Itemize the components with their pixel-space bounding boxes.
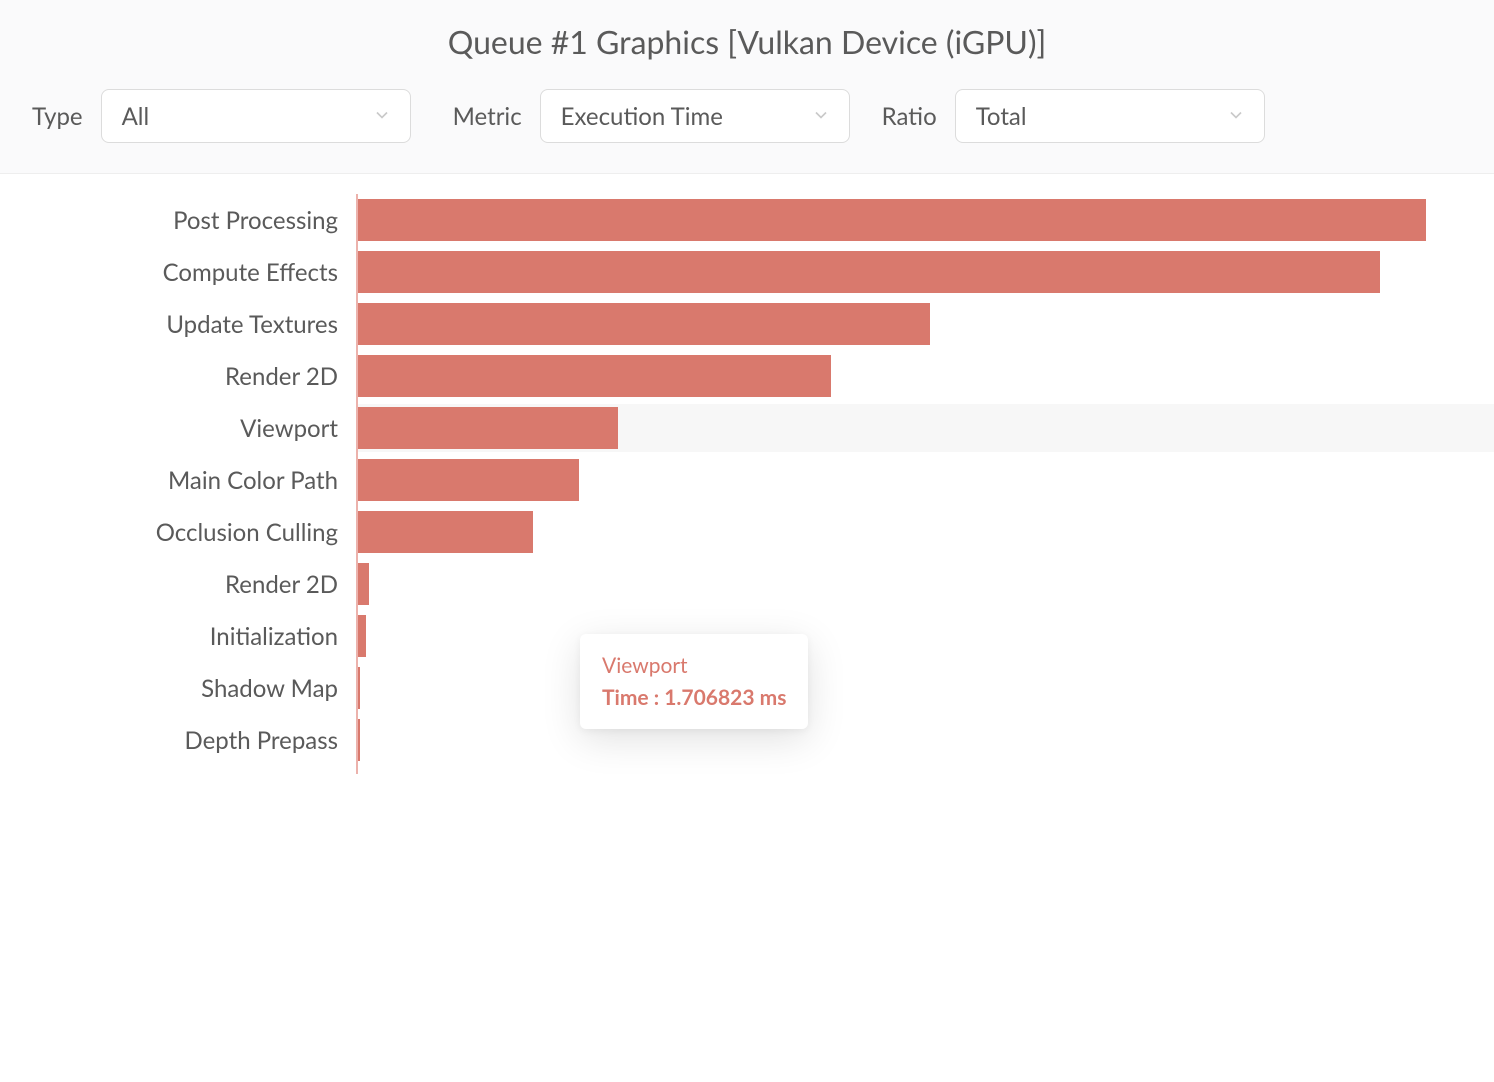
chart-bar[interactable] (358, 719, 360, 761)
chart-bar[interactable] (358, 563, 369, 605)
chart-bar[interactable] (358, 615, 366, 657)
chart-bar[interactable] (358, 303, 930, 345)
chart-bar[interactable] (358, 511, 533, 553)
chart-row: Occlusion Culling (0, 506, 1454, 558)
chart-area: Post Processing Compute Effects Update Tex… (0, 174, 1494, 786)
chart-bar[interactable] (358, 407, 618, 449)
chart-row: Compute Effects (0, 246, 1454, 298)
ratio-select[interactable]: Total (955, 89, 1265, 143)
chevron-down-icon (1226, 102, 1246, 131)
metric-select-value: Execution Time (561, 102, 723, 131)
type-control-group: Type All (32, 89, 411, 143)
tooltip: Viewport Time : 1.706823 ms (580, 634, 808, 729)
chart-row: Post Processing (0, 194, 1454, 246)
chart-row-label: Viewport (0, 414, 356, 443)
chart-row-label: Render 2D (0, 570, 356, 599)
chart-row-track (356, 194, 1454, 246)
ratio-control-group: Ratio Total (882, 89, 1265, 143)
metric-label: Metric (453, 102, 522, 131)
chart-row-label: Depth Prepass (0, 726, 356, 755)
tooltip-value: Time : 1.706823 ms (602, 682, 786, 714)
chart-row-label: Shadow Map (0, 674, 356, 703)
chart-row-label: Main Color Path (0, 466, 356, 495)
chart-row-track (356, 246, 1454, 298)
chart-row-label: Compute Effects (0, 258, 356, 287)
metric-control-group: Metric Execution Time (453, 89, 850, 143)
chart-row-track (356, 610, 1454, 662)
chart-row: Update Textures (0, 298, 1454, 350)
chart-row-track (356, 454, 1454, 506)
chart-bar[interactable] (358, 199, 1426, 241)
chart-row-label: Initialization (0, 622, 356, 651)
chart-row-track (356, 402, 1454, 454)
ratio-select-value: Total (976, 102, 1027, 131)
chart-row-label: Occlusion Culling (0, 518, 356, 547)
chart-row-track (356, 506, 1454, 558)
chart-row: Viewport (0, 402, 1454, 454)
chart-bar[interactable] (358, 251, 1380, 293)
chart-row: Main Color Path (0, 454, 1454, 506)
chevron-down-icon (372, 102, 392, 131)
chart-row: Render 2D (0, 350, 1454, 402)
metric-select[interactable]: Execution Time (540, 89, 850, 143)
type-select[interactable]: All (101, 89, 411, 143)
chart-row-label: Update Textures (0, 310, 356, 339)
chart-row-track (356, 662, 1454, 714)
chart-bar[interactable] (358, 667, 360, 709)
chevron-down-icon (811, 102, 831, 131)
type-select-value: All (122, 102, 150, 131)
tooltip-title: Viewport (602, 650, 786, 682)
filter-controls: Type All Metric Execution Time Ratio Tot… (30, 89, 1464, 143)
chart-row-track (356, 714, 1454, 766)
chart-bar[interactable] (358, 355, 831, 397)
chart-row-label: Render 2D (0, 362, 356, 391)
type-label: Type (32, 102, 83, 131)
header: Queue #1 Graphics [Vulkan Device (iGPU)]… (0, 0, 1494, 174)
chart-bar[interactable] (358, 459, 579, 501)
ratio-label: Ratio (882, 102, 937, 131)
page-title: Queue #1 Graphics [Vulkan Device (iGPU)] (30, 22, 1464, 61)
chart-row-track (356, 298, 1454, 350)
chart-row-track (356, 558, 1454, 610)
chart-row-label: Post Processing (0, 206, 356, 235)
chart-row-track (356, 350, 1454, 402)
chart-row: Render 2D (0, 558, 1454, 610)
